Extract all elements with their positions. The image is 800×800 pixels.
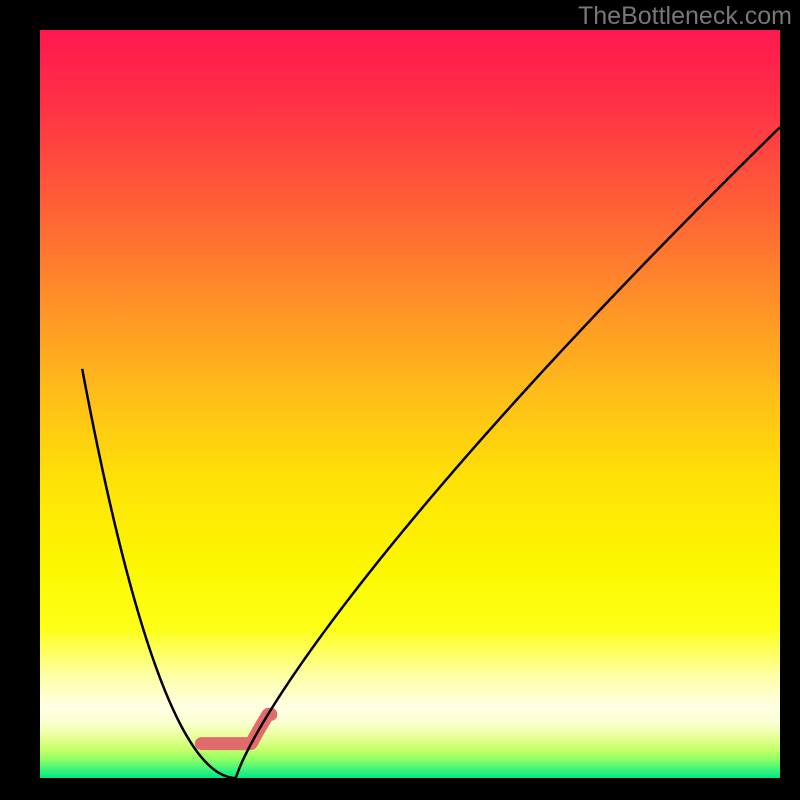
gradient-background [40,30,780,778]
watermark-text: TheBottleneck.com [578,2,792,31]
curve-layer [0,0,800,800]
